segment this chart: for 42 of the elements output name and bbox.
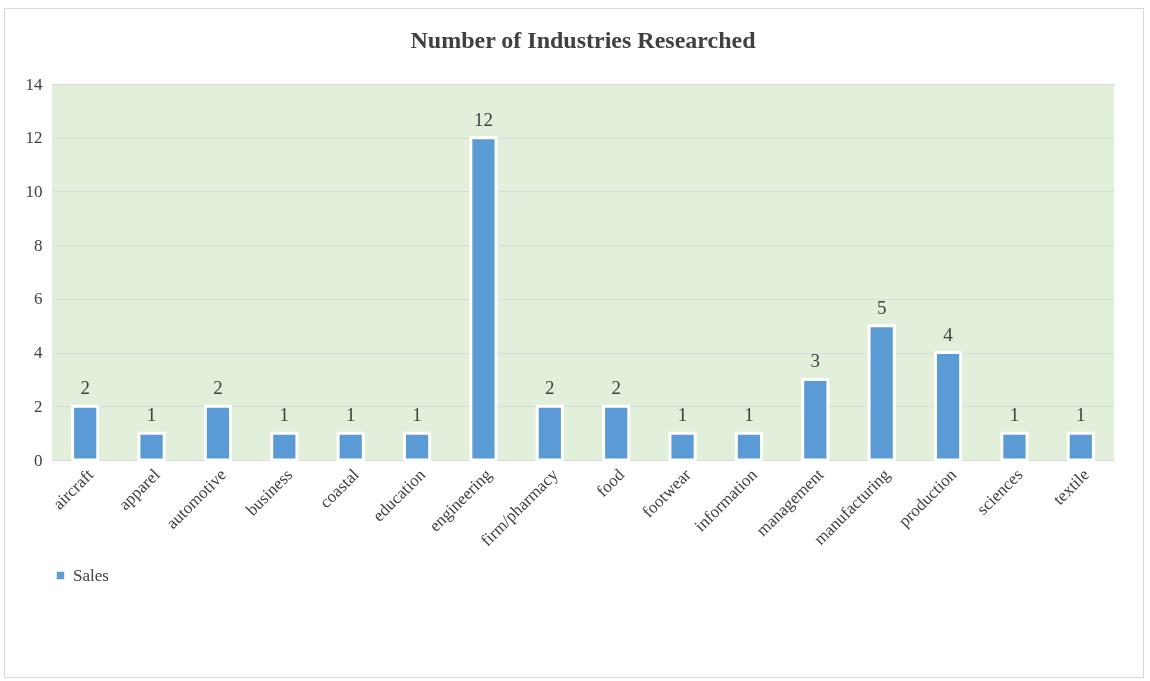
data-label: 2: [213, 377, 223, 399]
data-label: 1: [279, 404, 290, 426]
bar: [1000, 431, 1029, 462]
y-tick-label: 6: [34, 289, 43, 309]
y-tick-label: 2: [34, 396, 43, 416]
bar: [867, 324, 896, 462]
bar: [469, 136, 498, 462]
data-label: 2: [545, 377, 555, 399]
data-label: 1: [677, 404, 688, 426]
bar: [203, 404, 233, 462]
bar: [270, 431, 299, 462]
chart-title: Number of Industries Researched: [410, 27, 757, 53]
data-label: 1: [1076, 404, 1086, 426]
bar: [535, 404, 564, 462]
data-label: 4: [943, 323, 954, 345]
y-tick-label: 0: [34, 450, 43, 470]
y-tick-label: 4: [34, 343, 43, 363]
data-label: 2: [80, 377, 90, 399]
y-tick-label: 8: [34, 235, 43, 255]
data-label: 1: [345, 404, 356, 426]
data-label: 1: [1009, 404, 1020, 426]
bar: [336, 431, 365, 462]
bar: [602, 404, 631, 462]
bar: [402, 431, 432, 462]
y-tick-label: 10: [25, 181, 43, 201]
data-label: 1: [412, 404, 422, 426]
bar: [71, 404, 100, 462]
data-label: 5: [876, 296, 887, 318]
data-label: 2: [611, 377, 621, 399]
bar: [933, 351, 963, 462]
bar: [734, 431, 764, 462]
y-tick-label: 12: [25, 128, 43, 148]
data-label: 1: [744, 404, 754, 426]
bar: [801, 377, 830, 462]
bar: [668, 431, 697, 462]
data-label: 1: [146, 404, 157, 426]
bar: [1066, 431, 1095, 462]
data-label: 3: [810, 350, 821, 372]
bar: [137, 431, 166, 462]
y-tick-label: 14: [25, 74, 43, 94]
legend-label: Sales: [73, 565, 109, 585]
data-label: 12: [473, 108, 493, 130]
